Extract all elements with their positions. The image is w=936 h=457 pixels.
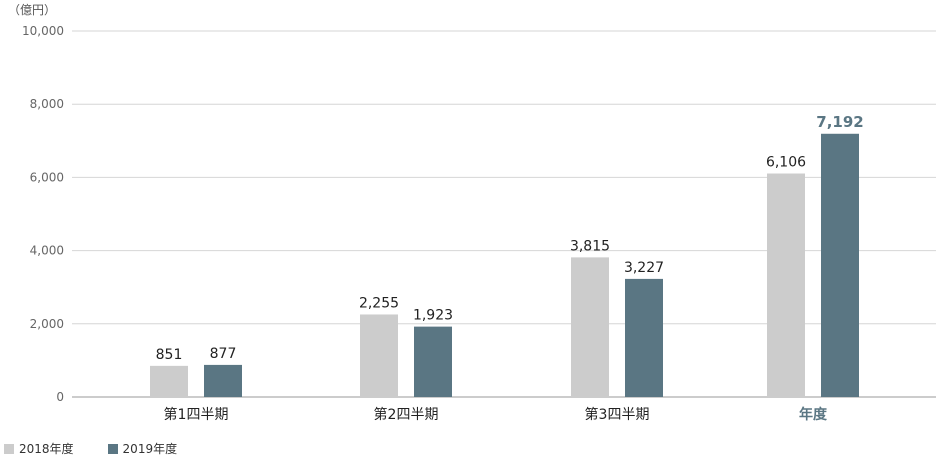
bar [150,365,188,397]
legend-label-2018: 2018年度 [19,442,74,456]
legend-item-2018: 2018年度 [4,440,74,457]
bars [150,133,859,397]
x-tick-label: 第1四半期 [164,406,229,423]
y-tick-label: 6,000 [30,170,64,184]
bar-value-label: 877 [210,346,237,362]
y-tick-label: 0 [56,390,64,404]
bar-value-label: 7,192 [816,113,863,131]
bar [625,278,663,397]
bar [414,326,452,397]
bar-value-label: 2,255 [359,295,399,311]
gridlines [72,30,936,398]
bar [767,173,805,397]
bar-value-label: 851 [156,347,183,363]
x-axis-labels: 第1四半期 第2四半期 第3四半期 年度 [164,406,828,423]
y-tick-label: 4,000 [30,244,64,258]
legend-label-2019: 2019年度 [122,442,178,456]
y-axis-ticks: 0 2,000 4,000 6,000 8,000 10,000 [22,24,64,404]
legend-swatch-2018 [4,443,14,454]
bar [360,314,398,397]
bar-value-labels: 851 877 2,255 1,923 3,815 3,227 6,106 7,192 [156,113,864,363]
bar-value-label: 3,815 [570,238,610,254]
legend-item-2019: 2019年度 [107,440,178,457]
legend-swatch-2019 [107,443,118,454]
x-tick-label: 第2四半期 [374,406,439,423]
bar [571,257,609,397]
bar [204,364,242,397]
bar-value-label: 6,106 [766,155,806,171]
legend: 2018年度 2019年度 [4,440,211,457]
bar-value-label: 3,227 [624,260,664,276]
bar-value-label: 1,923 [413,308,453,324]
y-tick-label: 2,000 [30,317,64,331]
x-tick-label: 第3四半期 [585,406,650,423]
y-axis-unit-label: （億円） [8,3,56,17]
y-tick-label: 10,000 [22,24,64,38]
x-tick-label: 年度 [799,406,828,423]
bar [821,133,859,397]
y-tick-label: 8,000 [30,97,64,111]
